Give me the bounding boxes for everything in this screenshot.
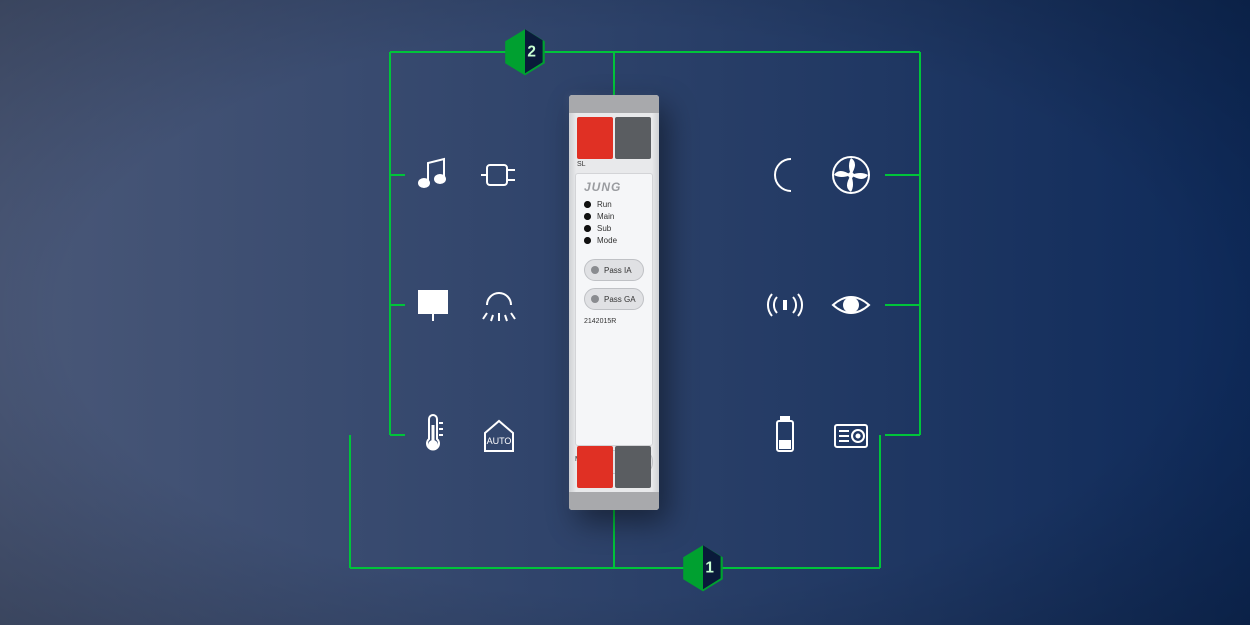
line-badge-1: 1 xyxy=(681,543,725,599)
icon-row xyxy=(763,283,873,327)
led-indicator xyxy=(584,213,591,220)
top-terminals xyxy=(577,117,651,159)
auto-home-icon: AUTO xyxy=(477,413,521,457)
eye-icon xyxy=(829,283,873,327)
led-label: Sub xyxy=(597,224,611,233)
icon-row xyxy=(411,283,521,327)
wireless-icon xyxy=(763,283,807,327)
led-row: Sub xyxy=(584,224,644,233)
diagram-stage: AUTO SL JUNG Run Main Sub Mode Pass IA Pass GA 2… xyxy=(0,0,1250,625)
moon-icon xyxy=(763,153,807,197)
icon-row xyxy=(411,153,521,197)
led-row: Run xyxy=(584,200,644,209)
led-indicator xyxy=(584,225,591,232)
knx-device: SL JUNG Run Main Sub Mode Pass IA Pass GA 214201… xyxy=(569,95,659,510)
led-indicator xyxy=(584,237,591,244)
brand-label: JUNG xyxy=(584,180,644,194)
model-label: 2142015R xyxy=(584,318,644,325)
music-icon xyxy=(411,153,455,197)
svg-text:1: 1 xyxy=(705,559,714,576)
fan-icon xyxy=(829,153,873,197)
led-label: Run xyxy=(597,200,612,209)
icon-row: AUTO xyxy=(411,413,521,457)
pass-button[interactable]: Pass GA xyxy=(584,288,644,310)
icon-row xyxy=(763,153,873,197)
led-row: Mode xyxy=(584,236,644,245)
device-face: JUNG Run Main Sub Mode Pass IA Pass GA 2142015R xyxy=(575,173,653,446)
thermometer-icon xyxy=(411,413,455,457)
radio-icon xyxy=(829,413,873,457)
line-badge-2: 2 xyxy=(503,27,547,83)
led-label: Main xyxy=(597,212,614,221)
pass-button[interactable]: Pass IA xyxy=(584,259,644,281)
battery-icon xyxy=(763,413,807,457)
led-label: Mode xyxy=(597,236,617,245)
led-row: Main xyxy=(584,212,644,221)
svg-text:AUTO: AUTO xyxy=(487,436,512,446)
plug-icon xyxy=(477,153,521,197)
icon-row xyxy=(763,413,873,457)
led-indicator xyxy=(584,201,591,208)
blinds-icon xyxy=(411,283,455,327)
light-icon xyxy=(477,283,521,327)
svg-text:2: 2 xyxy=(527,43,536,60)
sl-label: SL xyxy=(577,161,586,168)
bottom-terminals xyxy=(577,446,651,488)
